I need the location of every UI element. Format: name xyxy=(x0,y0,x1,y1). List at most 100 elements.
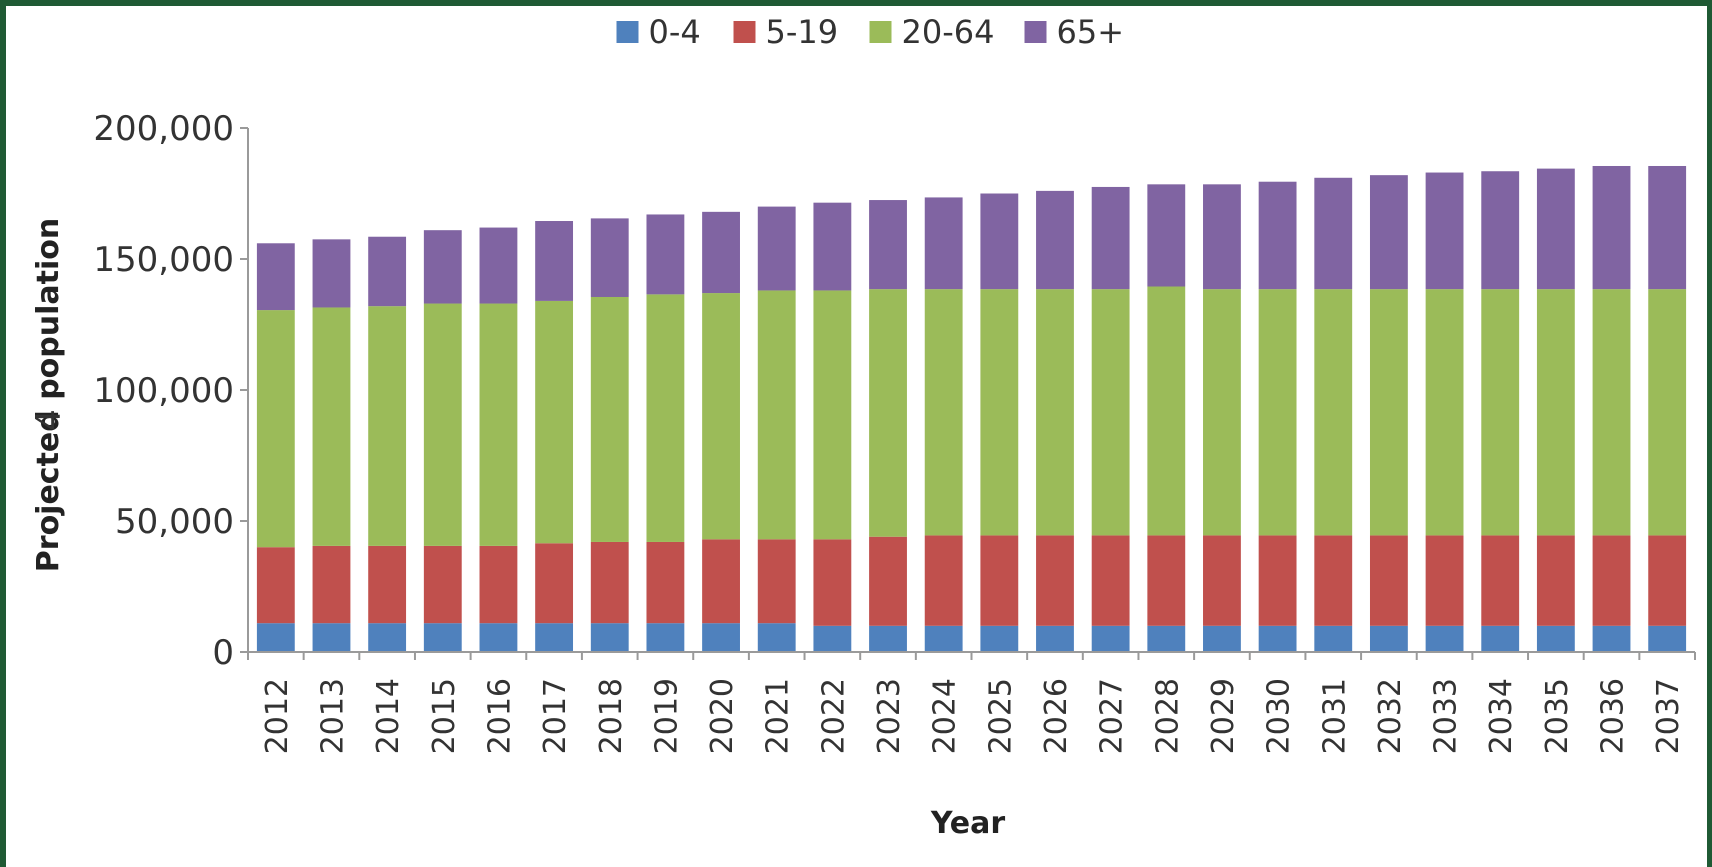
bar-segment-0-4 xyxy=(1314,625,1353,652)
bar-segment-0-4 xyxy=(535,623,574,652)
bar-segment-65plus xyxy=(646,214,685,295)
bar-segment-0-4 xyxy=(1648,625,1687,652)
bar-segment-20-64 xyxy=(368,306,407,546)
bar-segment-65plus xyxy=(980,193,1019,290)
x-tick-label: 2029 xyxy=(1206,678,1241,754)
x-axis-title: Year xyxy=(930,806,1006,841)
bar-segment-5-19 xyxy=(1314,535,1353,626)
bar-segment-0-4 xyxy=(1536,625,1575,652)
bar-segment-5-19 xyxy=(1036,535,1074,626)
bar-segment-0-4 xyxy=(1369,625,1408,652)
bar-segment-20-64 xyxy=(1481,289,1520,536)
bar-segment-65plus xyxy=(1369,175,1408,290)
bar-segment-0-4 xyxy=(256,623,295,652)
legend-swatch xyxy=(616,21,639,43)
bar-segment-20-64 xyxy=(702,293,740,540)
bar-segment-5-19 xyxy=(813,539,852,626)
bar-segment-5-19 xyxy=(924,535,963,626)
bar-segment-65plus xyxy=(757,206,796,291)
stray-annotation-mark: 4 xyxy=(29,409,69,431)
bar-segment-0-4 xyxy=(1203,625,1241,652)
bar-segment-20-64 xyxy=(1147,286,1186,536)
x-tick-label: 2016 xyxy=(482,678,517,754)
legend-label: 20-64 xyxy=(902,13,995,51)
bar-segment-65plus xyxy=(1258,181,1297,290)
bar-segment-0-4 xyxy=(869,625,907,652)
bar-segment-20-64 xyxy=(924,289,963,536)
legend-swatch xyxy=(869,21,892,43)
bar-segment-0-4 xyxy=(1091,625,1130,652)
bar-segment-20-64 xyxy=(423,303,462,546)
bar-segment-5-19 xyxy=(590,541,629,624)
bar-segment-65plus xyxy=(1036,190,1074,290)
bar-segment-5-19 xyxy=(312,545,351,624)
bar-segment-65plus xyxy=(1203,184,1241,290)
bar-segment-5-19 xyxy=(646,541,685,624)
legend-item: 20-64 xyxy=(869,13,995,51)
bar-segment-0-4 xyxy=(1425,625,1464,652)
bar-segment-20-64 xyxy=(479,303,518,546)
x-tick-label: 2025 xyxy=(983,678,1018,754)
bar-segment-65plus xyxy=(590,218,629,297)
bar-segment-0-4 xyxy=(423,623,462,652)
bar-segment-20-64 xyxy=(535,300,574,544)
bar-segment-5-19 xyxy=(1425,535,1464,626)
bar-segment-5-19 xyxy=(1369,535,1408,626)
bar-segment-0-4 xyxy=(980,625,1019,652)
bar-segment-65plus xyxy=(1481,171,1520,290)
bar-segment-0-4 xyxy=(813,625,852,652)
bar-segment-5-19 xyxy=(1592,535,1631,626)
y-axis: 0 50,000 100,000 150,000 200,000 xyxy=(93,109,249,673)
bar-segment-5-19 xyxy=(702,539,740,624)
x-tick-label: 2036 xyxy=(1596,678,1631,754)
bar-segment-5-19 xyxy=(1481,535,1520,626)
bar-segment-20-64 xyxy=(1314,289,1353,536)
y-tick-label: 0 xyxy=(212,633,234,673)
legend-label: 0-4 xyxy=(649,13,701,51)
y-tick-label: 100,000 xyxy=(93,371,234,411)
bar-segment-5-19 xyxy=(479,545,518,624)
bar-segment-5-19 xyxy=(980,535,1019,626)
x-tick-label: 2024 xyxy=(928,678,963,754)
bar-segment-65plus xyxy=(869,200,907,290)
x-tick-label: 2034 xyxy=(1484,678,1519,754)
x-tick-label: 2035 xyxy=(1540,678,1575,754)
x-tick-label: 2031 xyxy=(1317,678,1352,754)
legend: 0-4 5-19 20-64 65+ xyxy=(616,13,1125,51)
x-tick-label: 2021 xyxy=(761,678,796,754)
bar-segment-0-4 xyxy=(924,625,963,652)
bar-segment-5-19 xyxy=(1258,535,1297,626)
x-axis: 2012 2013 2014 2015 2016 2017 2018 2019 2020 2021… xyxy=(247,651,1696,754)
bar-segment-20-64 xyxy=(590,296,629,542)
bar-segment-20-64 xyxy=(646,294,685,542)
x-tick-label: 2023 xyxy=(872,678,907,754)
bar-segment-65plus xyxy=(312,239,351,308)
bar-segment-65plus xyxy=(702,211,740,294)
x-tick-label: 2030 xyxy=(1262,678,1297,754)
bar-segment-20-64 xyxy=(1036,289,1074,536)
bar-segment-5-19 xyxy=(423,545,462,624)
x-tick-label: 2017 xyxy=(538,678,573,754)
bar-segment-20-64 xyxy=(1369,289,1408,536)
bar-segment-65plus xyxy=(813,202,852,291)
bar-segment-65plus xyxy=(924,197,963,290)
bar-segment-65plus xyxy=(479,227,518,304)
bar-segment-20-64 xyxy=(1258,289,1297,536)
x-tick-label: 2015 xyxy=(427,678,462,754)
bar-segment-0-4 xyxy=(590,623,629,652)
bar-segment-20-64 xyxy=(980,289,1019,536)
bar-segment-65plus xyxy=(1314,177,1353,290)
legend-label: 65+ xyxy=(1057,13,1125,51)
bar-segment-65plus xyxy=(1536,168,1575,290)
legend-label: 5-19 xyxy=(766,13,839,51)
bar-segment-20-64 xyxy=(757,290,796,540)
bar-segment-0-4 xyxy=(1258,625,1297,652)
bar-segment-5-19 xyxy=(1147,535,1186,626)
y-tick-label: 200,000 xyxy=(93,109,234,149)
bar-segment-5-19 xyxy=(869,536,907,626)
bar-segment-0-4 xyxy=(1481,625,1520,652)
x-tick-label: 2032 xyxy=(1373,678,1408,754)
x-tick-label: 2019 xyxy=(649,678,684,754)
bar-segment-0-4 xyxy=(702,623,740,652)
